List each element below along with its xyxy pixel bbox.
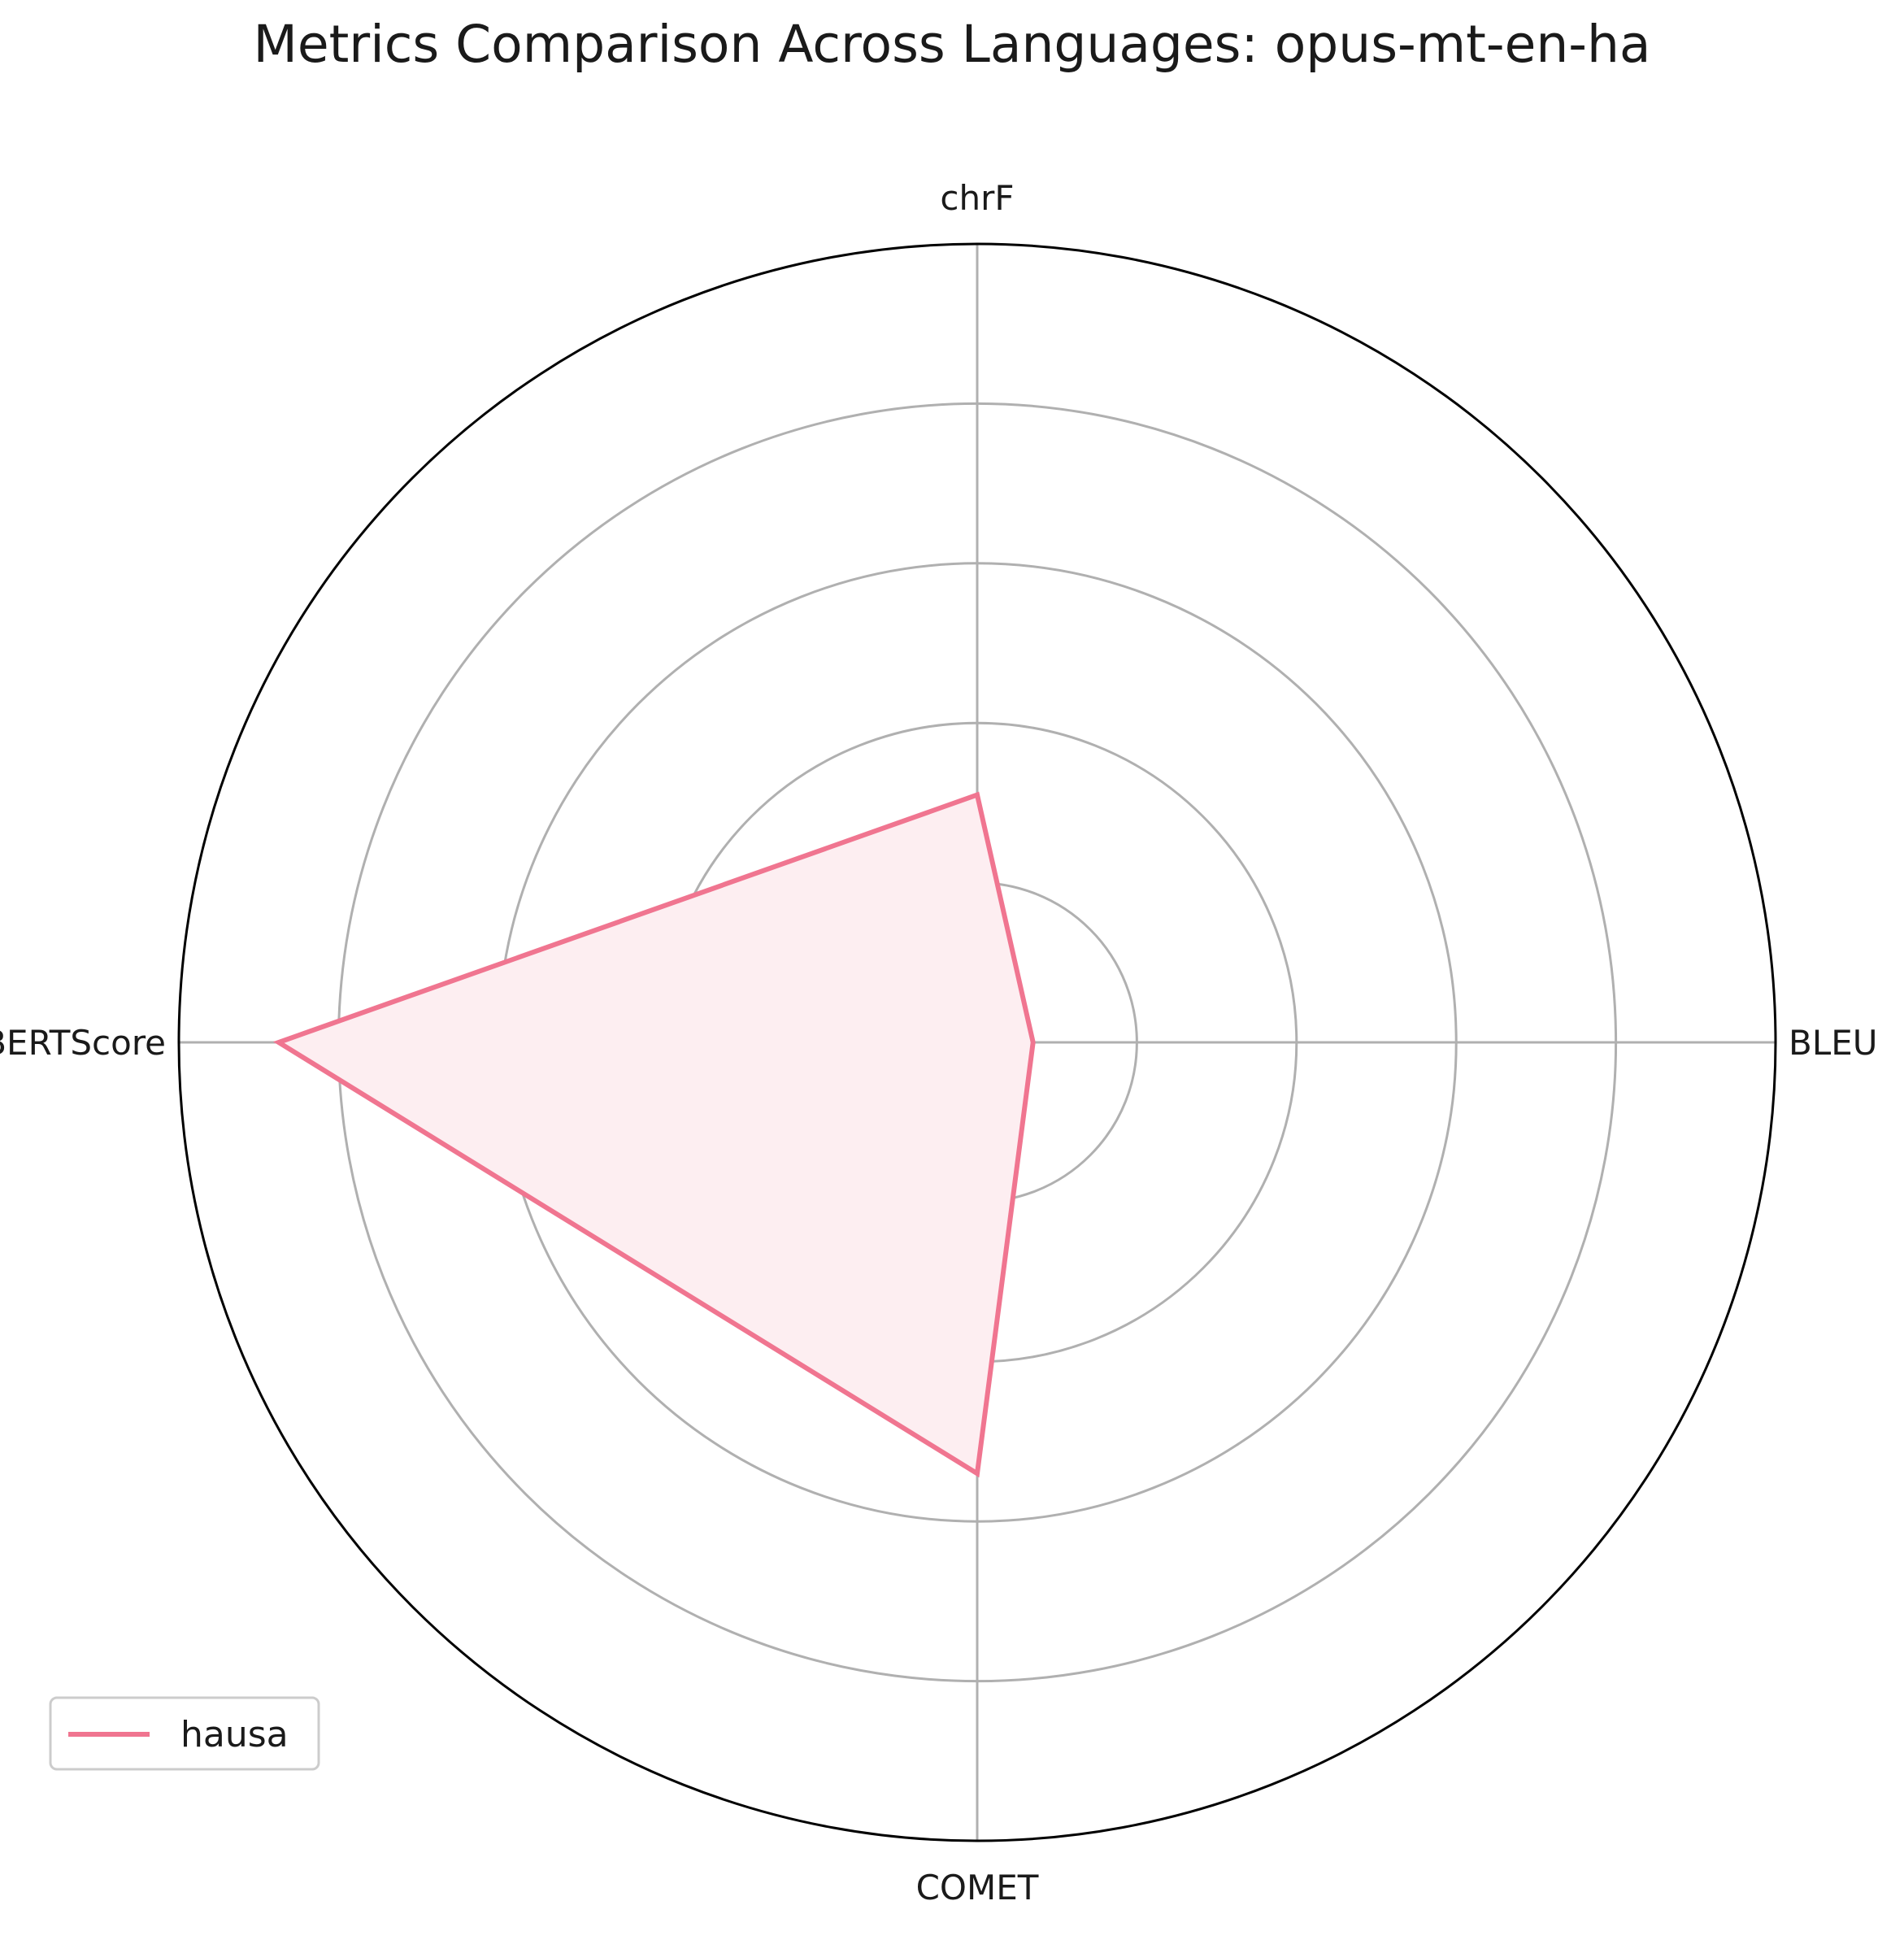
data-point-hausa-chrf [976,793,979,797]
axis-label-bertscore: BERTScore [0,1023,166,1063]
outer-frame-circle [177,242,1777,1842]
axis-label-bleu: BLEU [1789,1023,1878,1063]
legend: hausa [49,1696,320,1771]
axis-label-layer: BLEU chrF BERTScore COMET [0,178,1878,1907]
legend-frame [49,1696,320,1771]
axis-label-chrf: chrF [940,178,1014,218]
data-point-hausa-bleu [1031,1041,1035,1044]
legend-label-hausa: hausa [180,1714,289,1755]
series-area-hausa [278,794,1033,1474]
chart-title: Metrics Comparison Across Languages: opu… [253,15,1650,74]
data-point-hausa-bertscore [276,1041,280,1044]
data-point-hausa-comet [976,1472,979,1476]
data-layer [272,791,1036,1478]
axis-label-comet: COMET [916,1868,1039,1907]
